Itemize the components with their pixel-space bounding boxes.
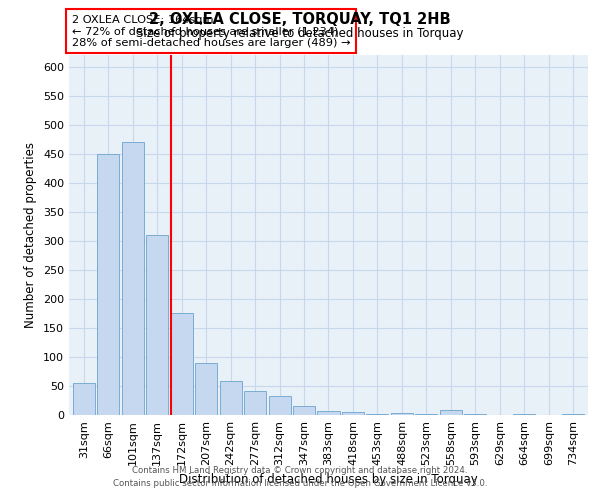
Bar — [415, 414, 437, 415]
Bar — [244, 390, 266, 415]
Bar — [97, 154, 119, 415]
Bar — [170, 314, 193, 415]
Bar — [317, 411, 340, 415]
Text: Size of property relative to detached houses in Torquay: Size of property relative to detached ho… — [136, 28, 464, 40]
Bar — [146, 235, 168, 415]
Bar — [391, 414, 413, 415]
Y-axis label: Number of detached properties: Number of detached properties — [25, 142, 37, 328]
Bar — [367, 414, 388, 415]
Bar — [342, 412, 364, 415]
Bar — [122, 142, 143, 415]
Bar — [514, 414, 535, 415]
Bar — [195, 362, 217, 415]
Bar — [220, 382, 242, 415]
Bar — [562, 414, 584, 415]
Text: Contains HM Land Registry data © Crown copyright and database right 2024.
Contai: Contains HM Land Registry data © Crown c… — [113, 466, 487, 487]
Bar — [269, 396, 290, 415]
Bar — [73, 383, 95, 415]
Bar — [464, 414, 487, 415]
Text: 2, OXLEA CLOSE, TORQUAY, TQ1 2HB: 2, OXLEA CLOSE, TORQUAY, TQ1 2HB — [149, 12, 451, 28]
Bar — [440, 410, 462, 415]
Bar — [293, 406, 315, 415]
Text: 2 OXLEA CLOSE: 164sqm
← 72% of detached houses are smaller (1,234)
28% of semi-d: 2 OXLEA CLOSE: 164sqm ← 72% of detached … — [71, 14, 350, 48]
X-axis label: Distribution of detached houses by size in Torquay: Distribution of detached houses by size … — [179, 474, 478, 486]
